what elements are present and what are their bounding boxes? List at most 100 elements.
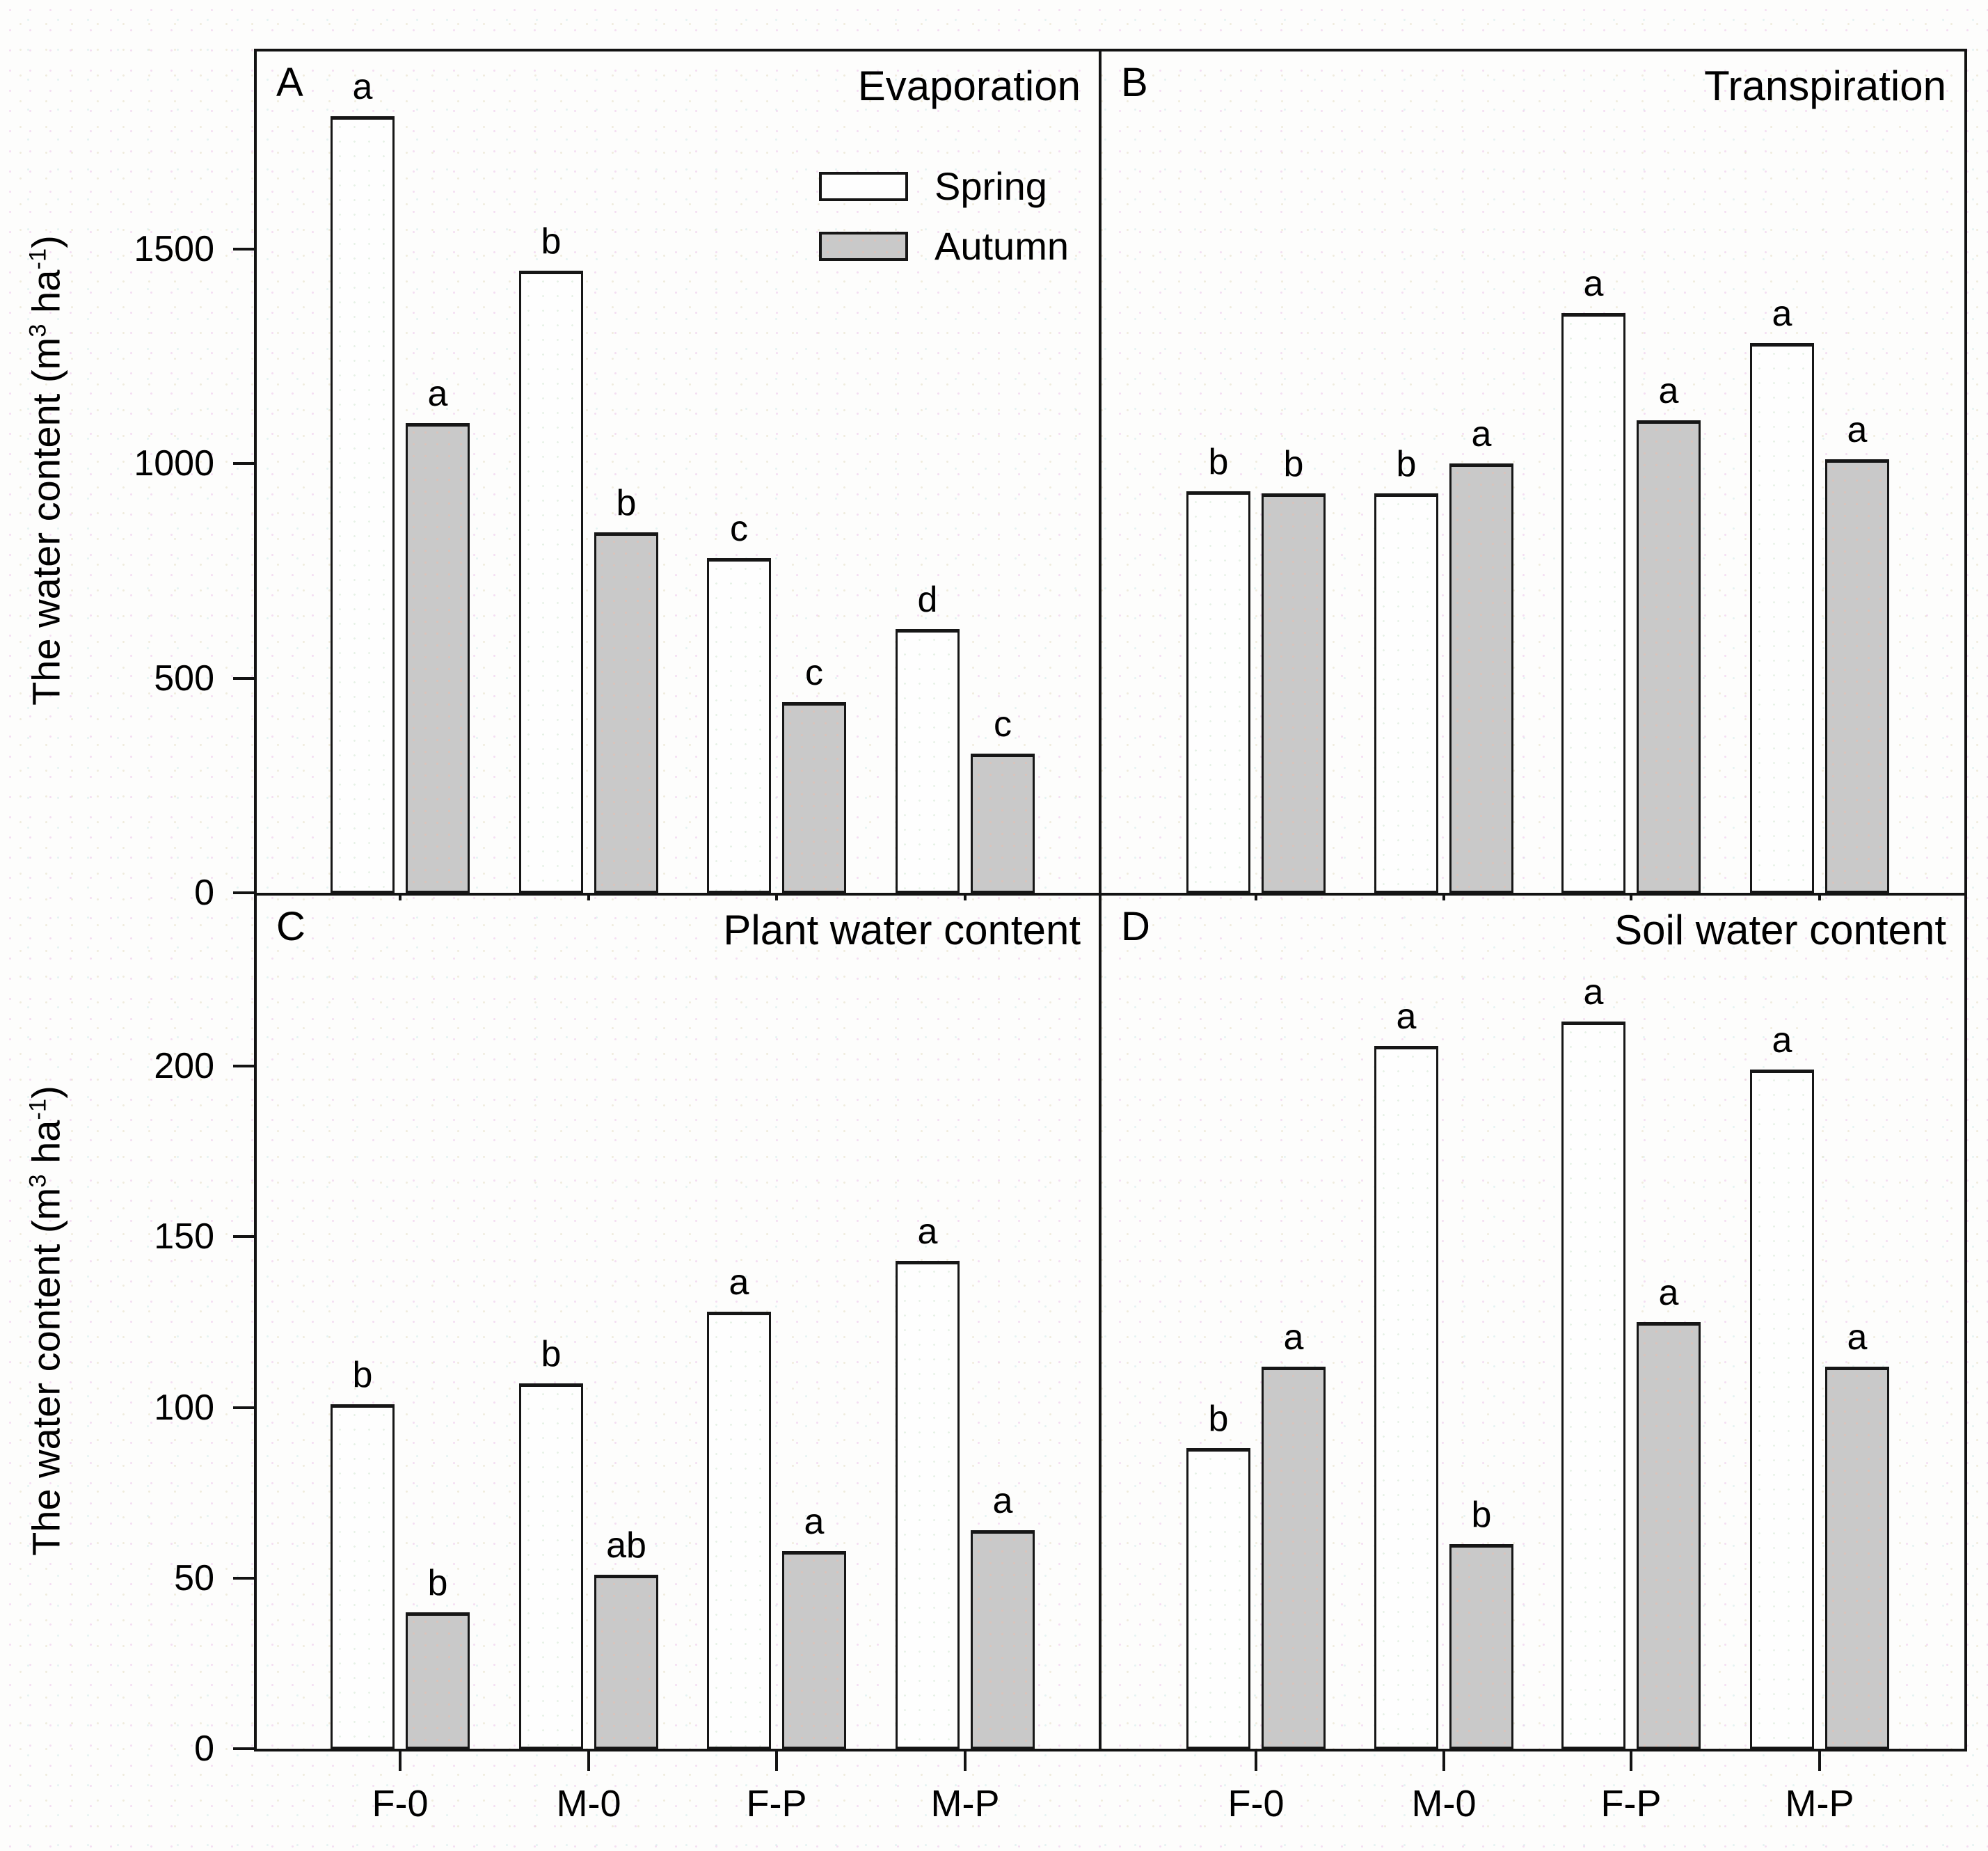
panel-letter-b: B [1121, 60, 1148, 105]
y-axis-label-text: ha [24, 269, 68, 324]
category-label-m-0: M-0 [556, 1783, 621, 1825]
panel-letter-d: D [1121, 904, 1150, 949]
significance-letter-spring-f-0: b [1208, 442, 1229, 483]
panel-letter-a: A [276, 60, 303, 105]
bar-autumn-f-0 [406, 423, 470, 893]
legend-label-spring: Spring [935, 164, 1047, 208]
x-tick-a-m-0 [587, 894, 590, 900]
category-label-f-0: F-0 [1227, 1783, 1285, 1825]
bar-autumn-m-0 [594, 1575, 658, 1749]
panel-title-soil-water-content: Soil water content [1614, 907, 1946, 953]
significance-letter-spring-m-0: b [541, 221, 562, 262]
bar-spring-f-p [1561, 1022, 1625, 1749]
y-tick-a-1000 [233, 462, 254, 465]
bar-autumn-m-p [1825, 459, 1889, 893]
bar-autumn-f-p [782, 1551, 846, 1749]
category-label-f-p: F-P [1600, 1783, 1662, 1825]
bar-spring-m-p [896, 629, 960, 893]
bar-autumn-m-0 [594, 532, 658, 893]
y-axis-label-sup-minus1: -1 [24, 1098, 51, 1120]
significance-letter-spring-f-p: a [1583, 972, 1604, 1013]
bar-autumn-m-0 [1449, 463, 1513, 893]
y-axis-label-sup-3: 3 [24, 324, 51, 337]
significance-letter-autumn-m-p: a [1847, 1317, 1868, 1358]
bar-autumn-f-0 [406, 1612, 470, 1749]
legend-swatch-autumn [819, 232, 908, 261]
significance-letter-spring-m-0: a [1396, 996, 1417, 1038]
y-tick-c-50 [233, 1577, 254, 1580]
significance-letter-autumn-f-p: a [804, 1502, 825, 1543]
panel-d-soil-water-content: D Soil water content b a a a a b a a [1099, 893, 1967, 1751]
y-tick-label-a-0: 0 [194, 873, 214, 913]
y-tick-label-c-100: 100 [154, 1388, 214, 1428]
significance-letter-spring-m-p: a [1772, 1020, 1792, 1061]
bar-autumn-m-p [971, 1530, 1035, 1749]
x-tick-d-m-0 [1442, 1750, 1445, 1771]
significance-letter-spring-m-p: d [917, 580, 938, 621]
y-tick-c-0 [233, 1747, 254, 1750]
panel-letter-c: C [276, 904, 305, 949]
y-axis-label-bottom-row: The water content (m3 ha-1) [24, 1086, 68, 1556]
y-tick-label-c-50: 50 [174, 1558, 214, 1598]
y-tick-a-1500 [233, 248, 254, 251]
legend-item-spring: Spring [819, 164, 1069, 208]
bar-spring-m-p [896, 1261, 960, 1749]
significance-letter-spring-f-0: b [1208, 1399, 1229, 1440]
bar-spring-f-p [707, 558, 771, 893]
panel-title-plant-water-content: Plant water content [723, 907, 1081, 953]
bar-spring-m-0 [1374, 1046, 1438, 1749]
legend: Spring Autumn [819, 164, 1069, 288]
bar-spring-f-0 [1186, 491, 1250, 893]
y-tick-label-a-1000: 1000 [134, 443, 214, 484]
significance-letter-spring-f-0: a [352, 67, 373, 108]
bar-spring-f-0 [331, 116, 395, 893]
bar-autumn-f-0 [1262, 1367, 1326, 1749]
panel-title-transpiration: Transpiration [1704, 63, 1946, 109]
x-tick-c-f-0 [399, 1750, 401, 1771]
y-tick-c-150 [233, 1235, 254, 1238]
bar-autumn-f-p [1637, 1322, 1701, 1749]
y-tick-label-c-0: 0 [194, 1729, 214, 1769]
x-tick-d-f-0 [1255, 1750, 1257, 1771]
significance-letter-autumn-m-0: ab [606, 1525, 646, 1566]
y-tick-label-c-150: 150 [154, 1216, 214, 1257]
significance-letter-autumn-m-0: b [616, 483, 637, 524]
bar-autumn-m-p [1825, 1367, 1889, 1749]
legend-item-autumn: Autumn [819, 224, 1069, 268]
y-tick-label-a-1500: 1500 [134, 229, 214, 269]
category-label-m-p: M-P [930, 1783, 1000, 1825]
bar-autumn-m-0 [1449, 1544, 1513, 1749]
bar-spring-m-0 [519, 271, 583, 893]
significance-letter-spring-m-0: b [1396, 444, 1417, 485]
significance-letter-spring-f-p: a [729, 1262, 749, 1303]
panel-b-transpiration: B Transpiration b b a a b a a a [1099, 49, 1967, 896]
x-tick-a-f-p [775, 894, 778, 900]
bar-spring-m-p [1750, 343, 1814, 893]
y-tick-c-100 [233, 1406, 254, 1409]
significance-letter-autumn-m-p: a [1847, 410, 1868, 451]
y-axis-label-text: ) [24, 1086, 68, 1099]
significance-letter-spring-f-0: b [352, 1355, 373, 1396]
x-tick-a-m-p [964, 894, 967, 900]
significance-letter-autumn-m-0: b [1471, 1495, 1492, 1536]
x-tick-d-f-p [1630, 1750, 1632, 1771]
y-tick-a-0 [233, 891, 254, 894]
y-axis-label-text: ha [24, 1120, 68, 1175]
significance-letter-spring-m-p: a [1772, 294, 1792, 335]
significance-letter-autumn-f-0: b [1283, 444, 1304, 485]
significance-letter-spring-f-p: a [1583, 264, 1604, 305]
legend-label-autumn: Autumn [935, 224, 1069, 268]
panel-title-evaporation: Evaporation [857, 63, 1081, 109]
bar-spring-f-p [707, 1312, 771, 1749]
bar-autumn-f-p [782, 702, 846, 893]
x-tick-b-f-p [1630, 894, 1632, 900]
x-tick-b-m-p [1818, 894, 1821, 900]
x-tick-d-m-p [1818, 1750, 1821, 1771]
y-tick-c-200 [233, 1065, 254, 1067]
significance-letter-autumn-f-0: a [427, 374, 448, 415]
x-tick-c-m-p [964, 1750, 967, 1771]
y-tick-label-a-500: 500 [154, 658, 214, 699]
bar-spring-f-0 [331, 1404, 395, 1749]
category-label-m-0: M-0 [1411, 1783, 1477, 1825]
x-tick-a-f-0 [399, 894, 401, 900]
